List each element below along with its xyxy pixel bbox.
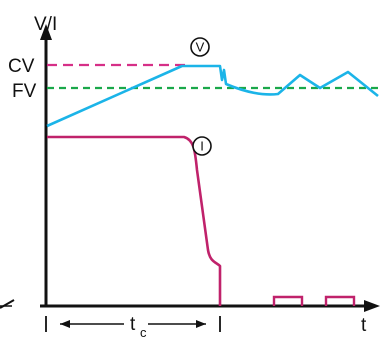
current-curve: [47, 137, 220, 306]
tc-right-arrowhead: [196, 320, 206, 328]
voltage-marker-label: V: [196, 40, 205, 55]
x-axis-label: t: [361, 315, 367, 336]
current-marker-label: I: [200, 139, 204, 154]
tc-label-subscript: c: [140, 325, 147, 337]
tc-left-arrowhead: [60, 320, 70, 328]
x-axis-arrowhead: [364, 300, 380, 312]
fv-label: FV: [12, 81, 37, 102]
cv-label: CV: [8, 56, 35, 77]
tc-label: t: [130, 314, 136, 335]
left-edge-arrow-fragment: [0, 300, 14, 308]
voltage-curve: [47, 66, 378, 126]
y-axis-label: V/I: [34, 14, 57, 35]
